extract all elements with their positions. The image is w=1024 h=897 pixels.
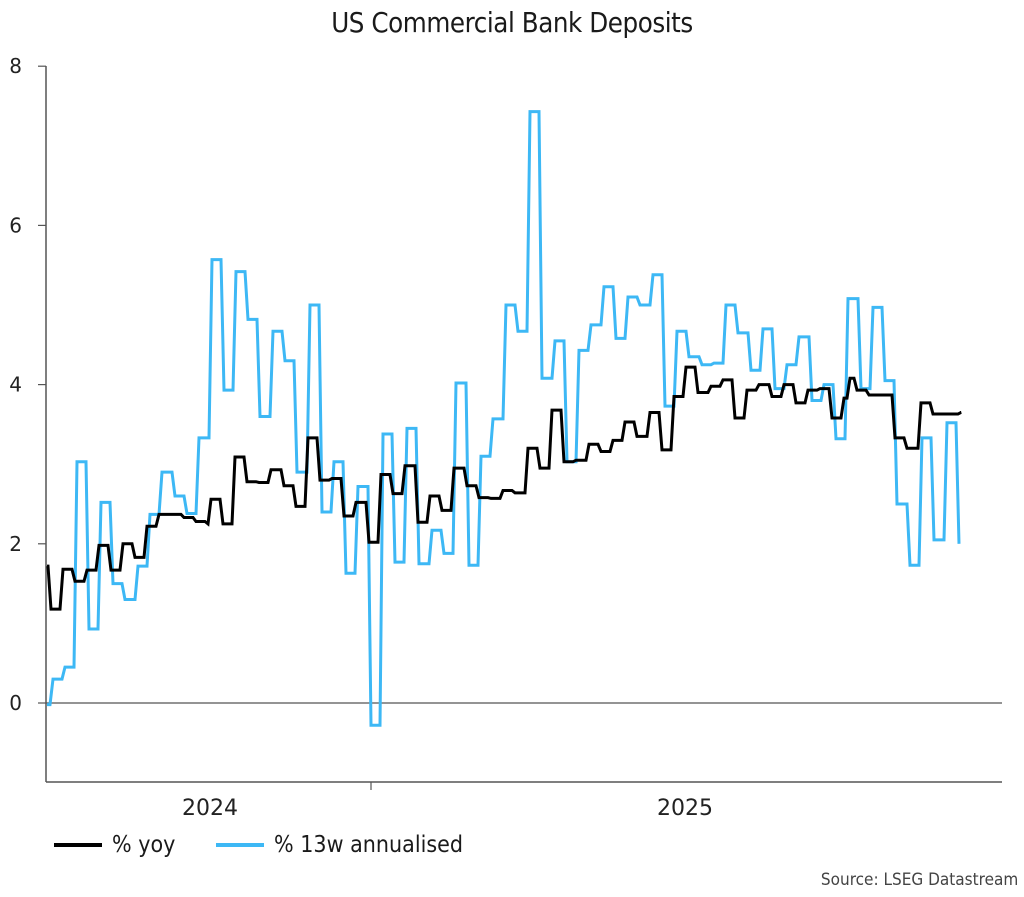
chart-title: US Commercial Bank Deposits bbox=[331, 6, 693, 39]
y-tick-label: 0 bbox=[9, 691, 22, 715]
legend-item-13w-annualised: % 13w annualised bbox=[216, 832, 484, 858]
y-ticks: 0 2 4 6 8 bbox=[9, 54, 46, 715]
axes bbox=[45, 66, 1002, 790]
y-tick-label: 6 bbox=[9, 213, 22, 237]
legend-swatch-black-line-icon bbox=[54, 843, 102, 847]
legend-label: % 13w annualised bbox=[274, 832, 464, 858]
x-tick-label-2025: 2025 bbox=[657, 796, 713, 821]
series-line-13w-annualised bbox=[47, 110, 961, 727]
legend-label: % yoy bbox=[112, 832, 176, 858]
legend-swatch-blue-line-icon bbox=[216, 843, 265, 847]
x-tick-label-2024: 2024 bbox=[182, 796, 238, 821]
source-note: Source: LSEG Datastream bbox=[820, 870, 1018, 890]
legend-item-yoy: % yoy bbox=[54, 832, 182, 858]
y-tick-label: 2 bbox=[9, 532, 22, 556]
y-tick-label: 4 bbox=[9, 373, 22, 397]
series-line-yoy bbox=[46, 365, 962, 611]
legend: % yoy % 13w annualised bbox=[54, 832, 518, 858]
y-tick-label: 8 bbox=[9, 54, 22, 78]
